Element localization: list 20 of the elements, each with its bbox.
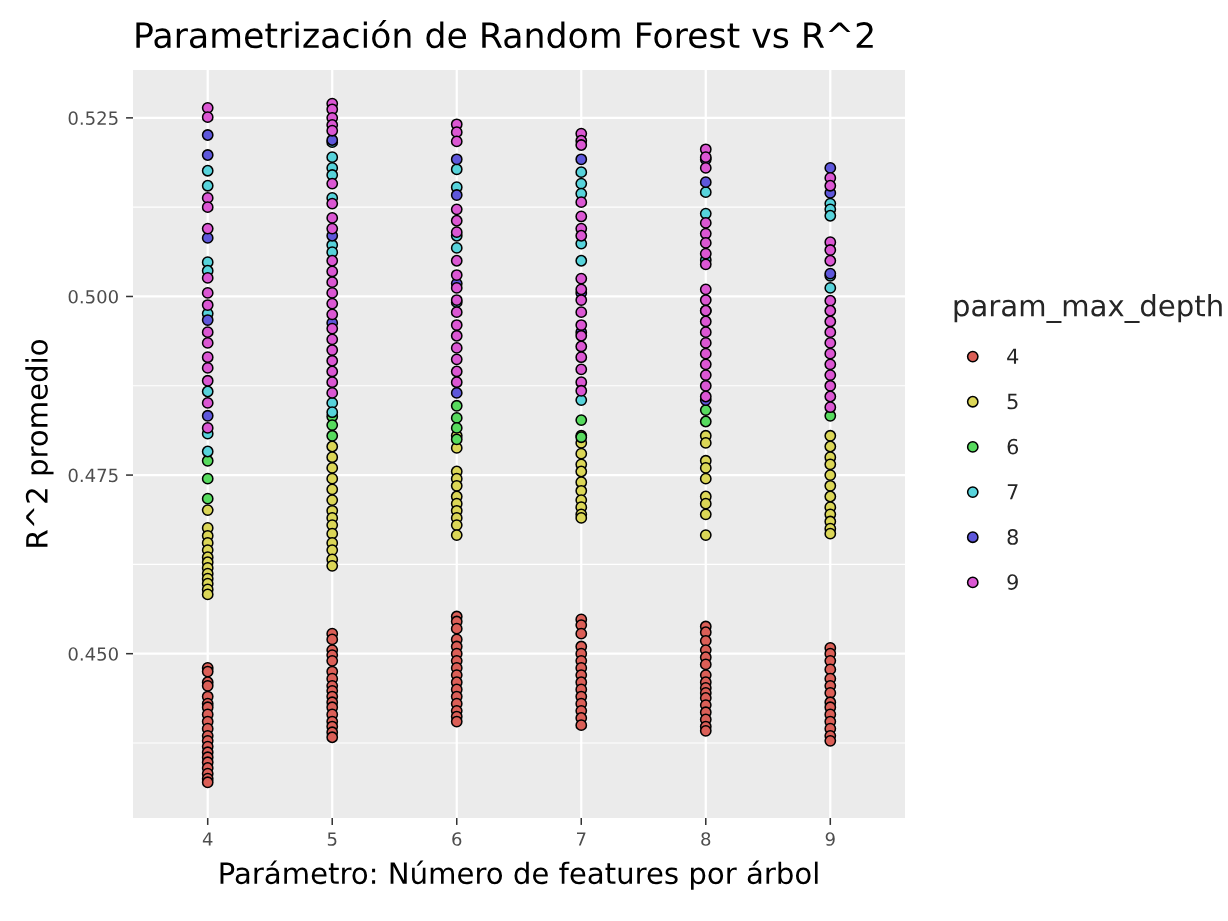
legend-label: 4	[1007, 348, 1019, 364]
x-tick-label: 8	[701, 832, 711, 846]
legend-label: 5	[1007, 393, 1018, 410]
x-tick-label: 9	[825, 832, 835, 846]
y-tick-label: 0.525	[68, 111, 118, 125]
legend-title: param_max_depth	[954, 293, 1222, 324]
legend-label: 8	[1007, 529, 1018, 545]
x-axis-title: Parámetro: Número de features por árbol	[220, 860, 818, 890]
chart-title: Parametrización de Random Forest vs R^2	[136, 20, 873, 49]
y-axis-title: R^2 promedio	[25, 340, 54, 547]
legend-label: 9	[1007, 574, 1018, 590]
x-tick-label: 6	[452, 832, 462, 846]
y-tick-label: 0.500	[68, 289, 118, 304]
y-tick-label: 0.450	[68, 647, 118, 661]
x-tick-label: 7	[577, 832, 586, 846]
legend-label: 6	[1007, 438, 1019, 455]
x-tick-label: 4	[202, 832, 213, 846]
y-tick-label: 0.475	[68, 468, 118, 483]
legend-label: 7	[1007, 484, 1018, 500]
x-tick-label: 5	[327, 832, 337, 846]
